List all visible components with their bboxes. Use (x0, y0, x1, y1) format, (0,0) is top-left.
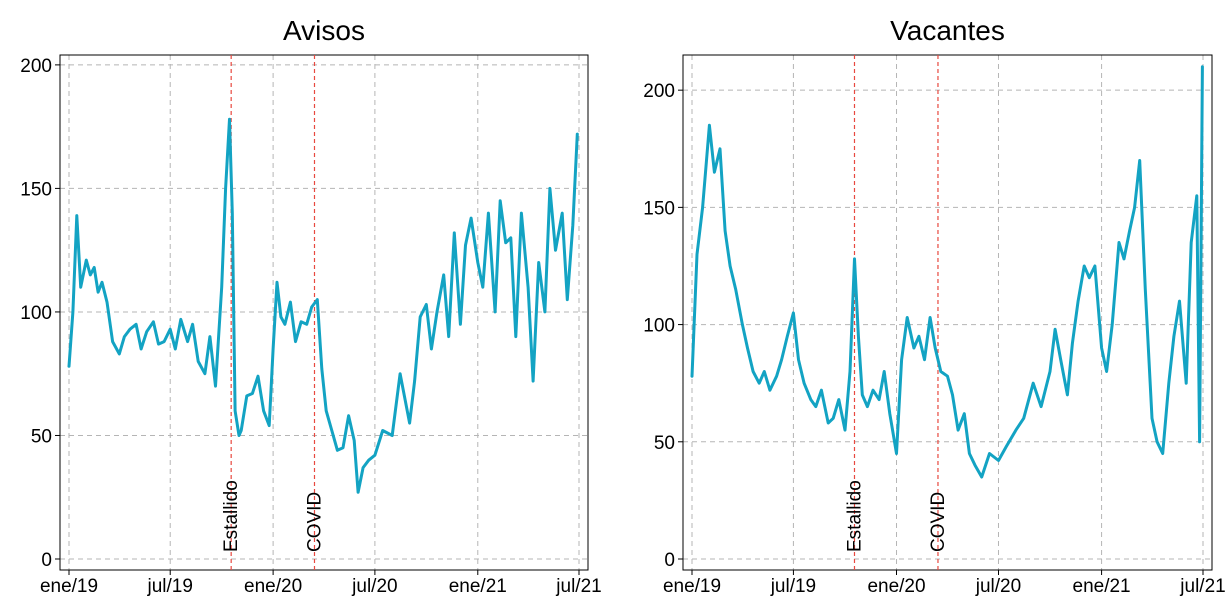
chart-0-ytick-label-4: 200 (20, 56, 52, 77)
chart-0-event-label-1: COVID (304, 492, 325, 552)
chart-1-title: Vacantes (890, 15, 1005, 46)
chart-1-ytick-label-1: 50 (654, 433, 675, 454)
chart-1-xtick-label-0: ene/19 (663, 576, 721, 597)
chart-1-ytick-label-4: 200 (643, 81, 675, 102)
chart-0-xtick-label-0: ene/19 (40, 576, 98, 597)
chart-1-xtick-label-5: jul/21 (1179, 576, 1225, 597)
chart-1-series-0-line (690, 65, 1204, 479)
chart-0-xtick-label-4: ene/21 (449, 576, 507, 597)
chart-0-event-label-0: Estallido (221, 480, 242, 552)
chart-1-panel: Vacantes ene/19 jul/19 ene/20 jul/20 ene/21 ju… (643, 15, 1225, 597)
chart-1-ytick-label-0: 0 (664, 550, 675, 571)
chart-0-series-0-line (67, 117, 579, 494)
chart-0-ytick-label-1: 50 (31, 426, 52, 447)
chart-1-xtick-label-1: jul/19 (770, 576, 816, 597)
chart-1-event-label-0: Estallido (844, 480, 865, 552)
chart-0-xtick-label-5: jul/21 (555, 576, 601, 597)
chart-1-xtick-label-2: ene/20 (867, 576, 925, 597)
chart-0-ytick-label-3: 150 (20, 179, 52, 200)
chart-0-frame (59, 54, 589, 571)
chart-0-xtick-label-2: ene/20 (244, 576, 302, 597)
chart-1-ytick-label-3: 150 (643, 198, 675, 219)
chart-0-panel: Avisos ene/19 jul/19 ene/20 jul/20 ene/21 jul/… (20, 15, 601, 597)
chart-1-xtick-label-4: ene/21 (1073, 576, 1131, 597)
chart-1-event-label-1: COVID (928, 492, 949, 552)
chart-0-ytick-label-2: 100 (20, 303, 52, 324)
chart-1-xtick-label-3: jul/20 (975, 576, 1021, 597)
chart-1-frame (682, 54, 1213, 571)
chart-0-xtick-label-1: jul/19 (147, 576, 193, 597)
chart-0-title: Avisos (283, 15, 365, 46)
chart-0-xtick-label-3: jul/20 (351, 576, 397, 597)
chart-1-ytick-label-2: 100 (643, 316, 675, 337)
chart-0-ytick-label-0: 0 (41, 550, 52, 571)
